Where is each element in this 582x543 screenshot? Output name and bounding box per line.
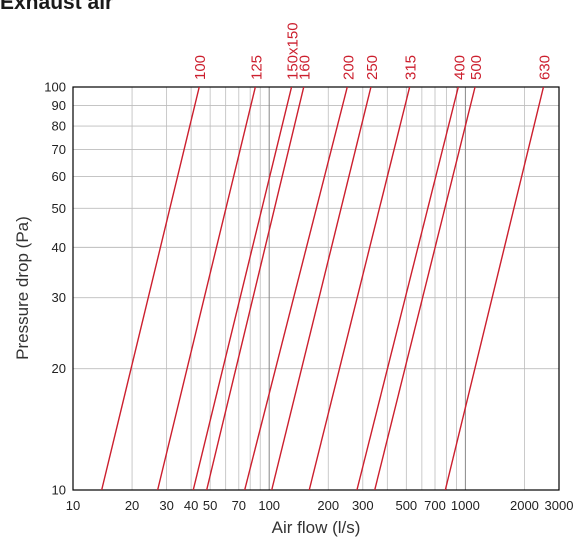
y-tick-label: 90 — [52, 98, 66, 113]
x-tick-label: 50 — [203, 498, 217, 513]
x-tick-label: 30 — [159, 498, 173, 513]
series-line — [192, 87, 293, 490]
x-tick-label: 500 — [395, 498, 417, 513]
series-line — [444, 87, 545, 490]
x-tick-labels: 10 20 30 40 50 70 100 200 300 500 700 1000 2000 3000 — [66, 498, 574, 513]
x-tick-label: 100 — [258, 498, 280, 513]
chart-title: Exhaust air — [0, 0, 114, 14]
series-label: 150x150 — [285, 22, 302, 80]
series-label: 160 — [297, 55, 314, 80]
y-axis-label: Pressure drop (Pa) — [13, 216, 32, 360]
series-label: 630 — [536, 55, 553, 80]
y-tick-label: 40 — [52, 240, 66, 255]
series-line — [205, 87, 305, 490]
series-label: 400 — [451, 55, 468, 80]
series-line — [156, 87, 257, 490]
x-tick-label: 1000 — [451, 498, 480, 513]
y-tick-label: 80 — [52, 119, 66, 134]
y-tick-label: 10 — [52, 483, 66, 498]
series-label: 315 — [403, 55, 420, 80]
y-tick-label: 20 — [52, 361, 66, 376]
x-axis-label: Air flow (l/s) — [272, 518, 361, 537]
series-label: 125 — [248, 55, 265, 80]
minor-grid — [73, 86, 560, 491]
plot-frame — [72, 86, 560, 491]
y-tick-label: 30 — [52, 290, 66, 305]
series-label: 200 — [340, 55, 357, 80]
x-tick-label: 300 — [352, 498, 374, 513]
x-tick-label: 2000 — [510, 498, 539, 513]
x-tick-label: 20 — [125, 498, 139, 513]
series-line — [100, 87, 200, 490]
series-line — [374, 87, 476, 490]
series-label: 500 — [468, 55, 485, 80]
y-tick-label: 50 — [52, 201, 66, 216]
y-tick-label: 100 — [44, 80, 66, 95]
series-line — [244, 87, 348, 490]
x-tick-label: 70 — [232, 498, 246, 513]
x-tick-label: 10 — [66, 498, 80, 513]
x-tick-label: 40 — [184, 498, 198, 513]
series-lines — [100, 87, 545, 490]
series-line — [271, 87, 372, 490]
y-tick-label: 60 — [52, 169, 66, 184]
series-label: 250 — [364, 55, 381, 80]
x-tick-label: 700 — [424, 498, 446, 513]
y-tick-label: 70 — [52, 142, 66, 157]
y-tick-labels: 10 20 30 40 50 60 70 80 90 100 — [44, 80, 66, 498]
x-tick-label: 3000 — [545, 498, 574, 513]
series-line — [308, 87, 411, 490]
series-line — [356, 87, 459, 490]
x-tick-label: 200 — [317, 498, 339, 513]
series-label: 100 — [192, 55, 209, 80]
